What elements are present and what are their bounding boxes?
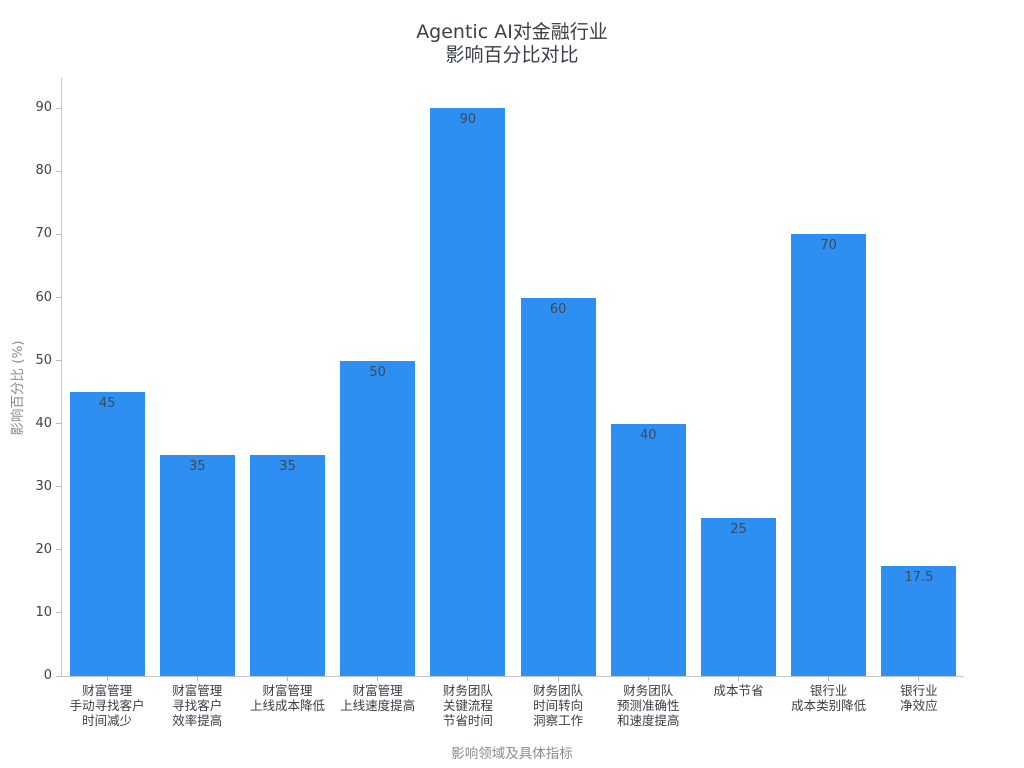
x-tick-mark <box>828 676 830 681</box>
x-tick-mark <box>196 676 198 681</box>
y-tick-label: 80 <box>35 163 52 179</box>
bar[interactable]: 60 <box>520 297 596 676</box>
y-tick-mark <box>56 297 61 299</box>
y-tick-label: 90 <box>35 100 52 116</box>
x-tick-mark <box>377 676 379 681</box>
category-label-line: 关键流程 <box>442 698 493 713</box>
chart-title-line-1: Agentic AI对金融行业 <box>416 21 608 43</box>
x-tick-mark <box>467 676 469 681</box>
y-tick-mark <box>56 170 61 172</box>
y-tick-mark <box>56 549 61 551</box>
category-label-line: 手动寻找客户 <box>69 698 145 713</box>
bar[interactable]: 70 <box>791 234 867 676</box>
bar[interactable]: 35 <box>159 455 235 676</box>
bar[interactable]: 17.5 <box>881 565 957 676</box>
bar[interactable]: 50 <box>340 360 416 676</box>
category-label-line: 财富管理 <box>352 683 403 698</box>
category-label-line: 财富管理 <box>172 683 223 698</box>
bar[interactable]: 45 <box>69 392 145 676</box>
bar-value-label: 17.5 <box>904 569 934 585</box>
y-tick-label: 0 <box>43 668 52 683</box>
category-label: 财务团队 时间转向 洞察工作 <box>502 683 614 728</box>
category-label-line: 洞察工作 <box>533 713 584 728</box>
category-label-line: 上线成本降低 <box>249 698 325 713</box>
y-tick-mark <box>56 612 61 614</box>
category-label: 银行业 成本类别降低 <box>773 683 885 713</box>
bar-value-label: 35 <box>189 459 206 475</box>
category-label-line: 预测准确性 <box>617 698 680 713</box>
category-label: 财务团队 关键流程 节省时间 <box>412 683 524 728</box>
chart-title: Agentic AI对金融行业 影响百分比对比 <box>0 21 1024 67</box>
category-label-line: 财务团队 <box>442 683 493 698</box>
category-label-line: 寻找客户 <box>172 698 223 713</box>
y-tick-label: 60 <box>35 289 52 305</box>
bar[interactable]: 35 <box>250 455 325 676</box>
category-label-line: 成本节省 <box>713 683 764 698</box>
bar[interactable]: 40 <box>610 423 686 676</box>
bar-value-label: 70 <box>820 238 837 254</box>
bar[interactable]: 25 <box>701 518 776 676</box>
category-label: 银行业 净效应 <box>863 683 975 713</box>
y-tick-mark <box>56 675 61 677</box>
category-label-line: 节省时间 <box>442 713 493 728</box>
x-axis-title: 影响领域及具体指标 <box>451 746 573 762</box>
y-tick-label: 10 <box>35 604 52 620</box>
category-label-line: 财务团队 <box>533 683 584 698</box>
x-tick-mark <box>557 676 559 681</box>
category-label-line: 财富管理 <box>82 683 133 698</box>
category-label-line: 财富管理 <box>262 683 313 698</box>
y-tick-label: 40 <box>35 415 52 431</box>
y-tick-label: 50 <box>35 352 52 368</box>
category-label-line: 银行业 <box>900 683 938 698</box>
category-label-line: 财务团队 <box>623 683 674 698</box>
category-label-line: 上线速度提高 <box>340 698 416 713</box>
category-label: 财富管理 上线成本降低 <box>232 683 344 713</box>
bar-value-label: 25 <box>730 522 747 538</box>
y-tick-mark <box>56 107 61 109</box>
x-tick-mark <box>738 676 739 681</box>
category-label-line: 净效应 <box>900 698 938 713</box>
bar-value-label: 60 <box>549 301 567 317</box>
x-tick-mark <box>106 676 108 681</box>
category-label-line: 银行业 <box>809 683 848 698</box>
y-tick-mark <box>56 360 61 362</box>
bar-value-label: 45 <box>98 396 116 412</box>
y-tick-mark <box>56 233 61 235</box>
y-tick-mark <box>56 486 61 488</box>
y-tick-label: 70 <box>35 226 52 242</box>
y-tick-label: 20 <box>35 541 52 557</box>
category-label-line: 成本类别降低 <box>791 698 867 713</box>
y-tick-mark <box>56 423 61 425</box>
category-label-line: 效率提高 <box>172 713 223 728</box>
x-tick-mark <box>287 676 288 681</box>
category-label: 财富管理 寻找客户 效率提高 <box>141 683 253 728</box>
bar-value-label: 40 <box>640 427 657 443</box>
x-tick-mark <box>918 676 920 681</box>
category-label: 成本节省 <box>683 683 795 698</box>
bar-value-label: 90 <box>459 112 477 128</box>
category-label-line: 和速度提高 <box>617 713 680 728</box>
x-tick-mark <box>647 676 649 681</box>
chart-title-line-2: 影响百分比对比 <box>445 44 579 66</box>
plot-area: 0 10 20 30 40 50 60 70 80 90 45 财富管理 手动寻找客户 时间减少 35 财富管… <box>35 78 964 728</box>
bar-value-label: 35 <box>279 459 296 475</box>
category-label-line: 时间减少 <box>82 713 133 728</box>
category-label: 财务团队 预测准确性 和速度提高 <box>592 683 704 728</box>
bar-value-label: 50 <box>369 364 386 380</box>
category-label-line: 时间转向 <box>533 698 584 713</box>
bar[interactable]: 90 <box>430 108 506 676</box>
category-label: 财富管理 上线速度提高 <box>322 683 434 713</box>
category-label: 财富管理 手动寻找客户 时间减少 <box>51 683 163 728</box>
y-tick-label: 30 <box>35 478 52 494</box>
